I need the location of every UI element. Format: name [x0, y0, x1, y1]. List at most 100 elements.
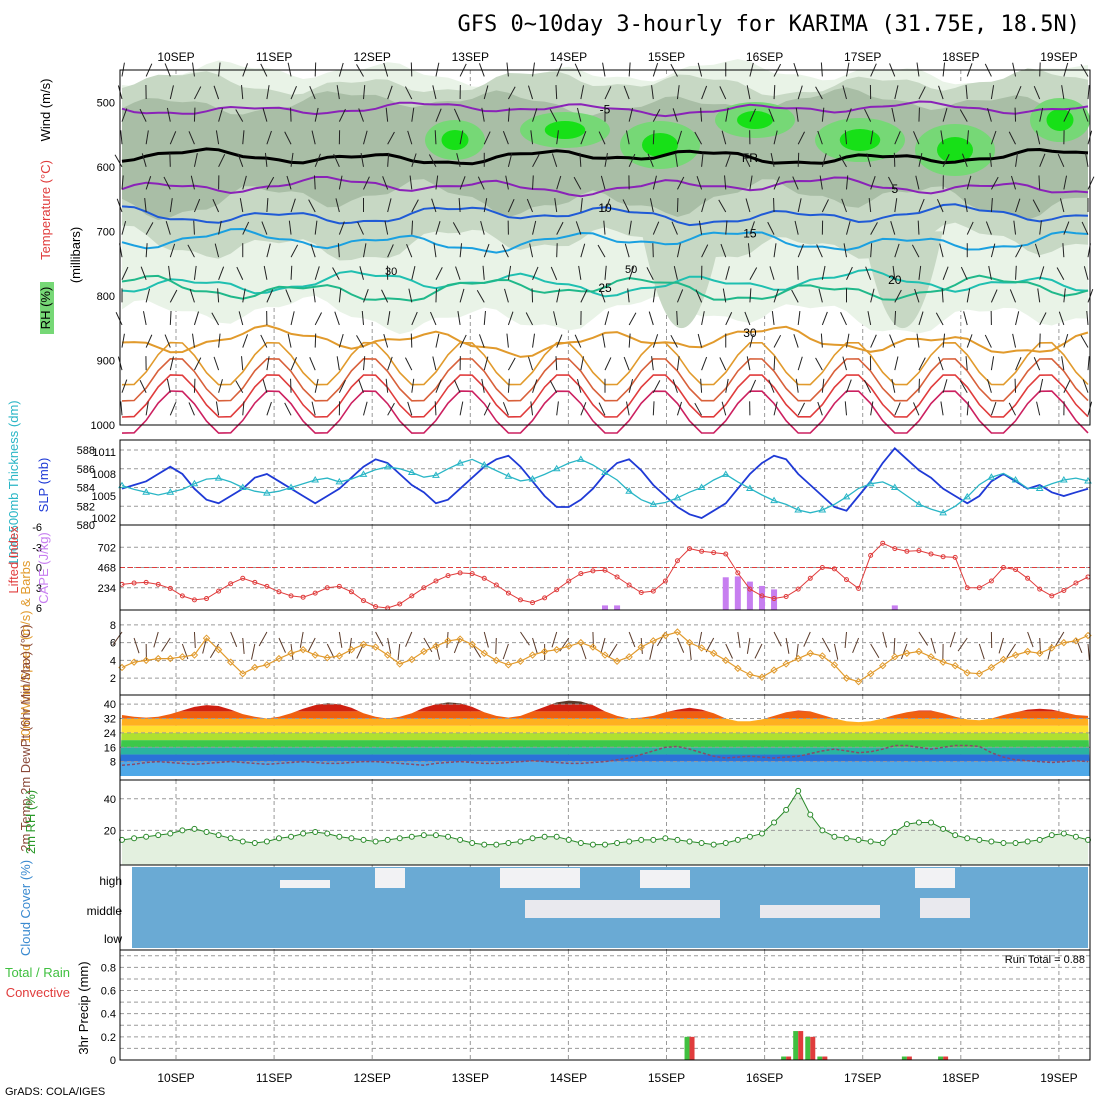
date-label-top: 19SEP — [1040, 50, 1077, 64]
wind-barb — [133, 637, 140, 654]
wind-barb — [435, 108, 442, 122]
wind-barb — [913, 402, 920, 416]
wind-barb — [941, 288, 944, 303]
wind-barb — [290, 85, 297, 100]
wind-barb — [1080, 335, 1089, 348]
series-slp-line — [121, 446, 1089, 519]
rh-marker — [879, 840, 886, 847]
wind-barb — [457, 311, 461, 326]
wind-barb — [121, 266, 129, 280]
wind-barb — [145, 222, 154, 235]
wind-barb — [435, 333, 440, 348]
wind-barb — [483, 243, 490, 258]
wind-barb — [1015, 265, 1017, 280]
wind-barb — [411, 107, 415, 122]
wind-barb — [384, 220, 389, 235]
wind-barb — [1015, 357, 1022, 371]
run-total-annotation: Run Total = 0.88 — [1005, 954, 1085, 966]
lifted-index-marker — [783, 594, 789, 600]
wind-barb — [214, 243, 220, 258]
wind-barb — [501, 244, 509, 258]
wind-barb — [652, 175, 657, 190]
rh-marker — [734, 836, 741, 843]
lifted-index-marker — [469, 571, 475, 577]
wind-barb — [411, 311, 418, 326]
wind-barb — [141, 153, 147, 167]
thickness-marker — [915, 500, 923, 507]
wind-barb — [1039, 153, 1046, 168]
wind-speed-marker — [673, 628, 682, 636]
wind-barb — [894, 198, 898, 213]
wind-barb — [217, 288, 220, 303]
wind-barb — [309, 85, 316, 100]
wind-barb — [990, 289, 998, 303]
wind-speed-marker — [202, 634, 211, 642]
wind-barb — [1038, 175, 1041, 190]
lifted-index-marker — [397, 601, 403, 607]
lifted-index-marker — [844, 577, 849, 583]
y-axis-label-wind: Wind (m/s) — [38, 79, 53, 142]
wind-speed-marker — [130, 658, 138, 666]
wind-barb — [746, 85, 751, 100]
y-tick-label: 1011 — [92, 447, 116, 459]
wind-barb — [260, 334, 268, 348]
wind-barb — [675, 152, 678, 167]
lifted-index-marker — [542, 595, 548, 601]
wind-barb — [1033, 85, 1041, 100]
wind-barb — [432, 356, 437, 371]
y-tick-label: 580 — [77, 520, 95, 532]
wind-barb — [959, 109, 968, 122]
wind-barb — [769, 266, 775, 280]
lifted-index-marker — [481, 575, 487, 581]
lifted-index-marker — [493, 582, 499, 588]
wind-barb — [891, 107, 896, 122]
wind-barb — [768, 379, 775, 393]
wind-barb — [189, 288, 195, 303]
wind-barb — [670, 334, 678, 348]
series-thickness-line — [121, 458, 1089, 514]
wind-barb — [580, 85, 585, 100]
y-tick-label: 234 — [98, 583, 116, 595]
wind-speed-marker — [468, 640, 476, 649]
wind-speed-marker — [1035, 649, 1044, 657]
y-tick-label: 500 — [97, 97, 115, 109]
lifted-index-marker — [445, 573, 451, 579]
wind-barb — [387, 311, 391, 326]
wind-speed-marker — [396, 660, 404, 668]
wind-barb — [506, 62, 509, 77]
wind-barb — [193, 311, 200, 326]
temperature-contour — [121, 374, 1089, 418]
wind-barb — [794, 220, 799, 235]
temperature-contour — [121, 357, 1089, 402]
wind-barb — [527, 356, 534, 371]
wind-barb — [169, 131, 177, 145]
temperature-band — [120, 754, 1090, 762]
wind-barb — [142, 311, 147, 326]
y-tick-label: 0.8 — [101, 962, 116, 974]
wind-barb — [169, 198, 173, 213]
thickness-marker — [746, 484, 754, 491]
rh-marker — [710, 841, 717, 848]
lifted-index-marker — [228, 581, 234, 587]
thickness-marker — [142, 488, 151, 495]
thickness-marker — [287, 483, 295, 490]
wind-barb — [624, 243, 630, 258]
wind-barb — [701, 152, 704, 167]
wind-speed-marker — [999, 655, 1008, 664]
rh-marker — [215, 832, 222, 839]
wind-barb — [725, 220, 728, 235]
lifted-index-marker — [759, 593, 765, 599]
wind-barb — [676, 130, 683, 145]
wind-barb — [676, 310, 678, 325]
wind-barb — [218, 108, 223, 122]
wind-barb — [894, 131, 901, 145]
wind-barb — [852, 637, 860, 654]
wind-barb — [556, 288, 561, 303]
wind-speed-marker — [1048, 644, 1056, 652]
lifted-index-marker — [650, 588, 656, 594]
wind-speed-marker — [1072, 637, 1080, 645]
thickness-marker — [818, 506, 827, 513]
wind-barb — [671, 221, 678, 235]
wind-barb — [153, 631, 159, 648]
cape-bar — [771, 589, 778, 610]
